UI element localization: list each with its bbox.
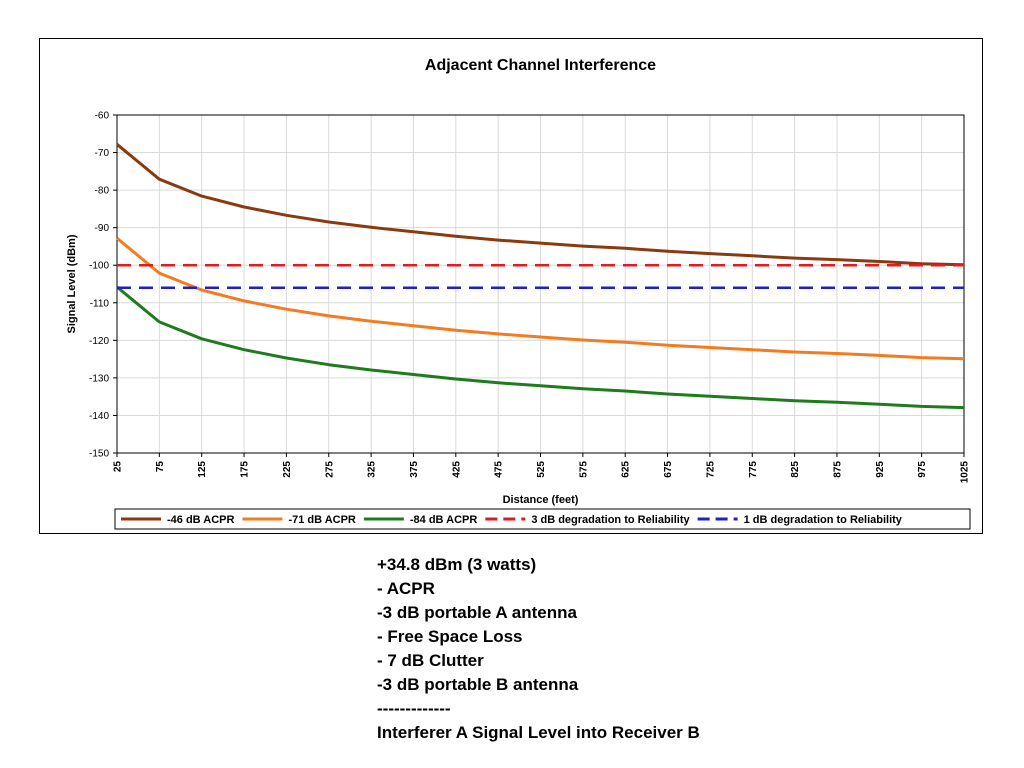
x-tick-label: 675 bbox=[663, 461, 674, 478]
x-tick-label: 425 bbox=[451, 461, 462, 478]
note-line: ------------- bbox=[377, 699, 451, 718]
x-tick-label: 375 bbox=[409, 461, 420, 478]
y-tick-label: -140 bbox=[89, 411, 109, 422]
y-tick-label: -80 bbox=[95, 186, 110, 197]
legend-label-0: -46 dB ACPR bbox=[167, 514, 234, 526]
note-line: - Free Space Loss bbox=[377, 627, 523, 646]
x-tick-label: 225 bbox=[282, 461, 293, 478]
legend-label-4: 1 dB degradation to Reliability bbox=[744, 514, 903, 526]
x-axis-label: Distance (feet) bbox=[503, 494, 579, 506]
x-tick-label: 25 bbox=[113, 461, 124, 473]
x-tick-label: 475 bbox=[494, 461, 505, 478]
chart-title: Adjacent Channel Interference bbox=[425, 57, 656, 74]
x-tick-label: 725 bbox=[705, 461, 716, 478]
x-tick-label: 1025 bbox=[960, 461, 971, 484]
y-tick-label: -60 bbox=[95, 111, 110, 122]
y-axis-label: Signal Level (dBm) bbox=[66, 234, 78, 333]
notes-block: +34.8 dBm (3 watts) - ACPR -3 dB portabl… bbox=[377, 553, 700, 745]
y-tick-label: -110 bbox=[90, 298, 110, 309]
x-tick-label: 325 bbox=[367, 461, 378, 478]
legend-box bbox=[114, 508, 971, 530]
series-line-2 bbox=[116, 285, 965, 410]
x-tick-label: 175 bbox=[240, 461, 251, 478]
note-line: -3 dB portable A antenna bbox=[377, 603, 577, 622]
y-tick-label: -120 bbox=[89, 336, 109, 347]
note-line: - 7 dB Clutter bbox=[377, 651, 484, 670]
x-tick-label: 275 bbox=[324, 461, 335, 478]
x-tick-label: 525 bbox=[536, 461, 547, 478]
y-tick-label: -100 bbox=[89, 261, 109, 272]
y-tick-label: -90 bbox=[95, 223, 110, 234]
note-line: +34.8 dBm (3 watts) bbox=[377, 555, 537, 574]
legend-label-3: 3 dB degradation to Reliability bbox=[531, 514, 690, 526]
x-tick-label: 625 bbox=[621, 461, 632, 478]
x-tick-label: 975 bbox=[917, 461, 928, 478]
note-line: -3 dB portable B antenna bbox=[377, 675, 579, 694]
x-tick-label: 125 bbox=[197, 461, 208, 478]
x-tick-label: 875 bbox=[832, 461, 843, 478]
line-chart: Adjacent Channel Interference -60 -70 -80 -9… bbox=[66, 57, 971, 530]
y-tick-label: -130 bbox=[89, 373, 109, 384]
y-tick-label: -150 bbox=[89, 449, 109, 460]
legend-label-2: -84 dB ACPR bbox=[410, 514, 477, 526]
series-line-0 bbox=[116, 143, 965, 267]
x-tick-label: 775 bbox=[748, 461, 759, 478]
y-tick-label: -70 bbox=[95, 148, 110, 159]
note-line: Interferer A Signal Level into Receiver … bbox=[377, 723, 700, 742]
x-tick-label: 575 bbox=[578, 461, 589, 478]
legend-label-1: -71 dB ACPR bbox=[288, 514, 355, 526]
x-tick-label: 925 bbox=[875, 461, 886, 478]
series-line-1 bbox=[116, 237, 965, 361]
note-line: - ACPR bbox=[377, 579, 435, 598]
x-tick-label: 75 bbox=[155, 461, 166, 473]
x-tick-label: 825 bbox=[790, 461, 801, 478]
chart-frame: Adjacent Channel Interference -60 -70 -80 -9… bbox=[39, 38, 983, 534]
